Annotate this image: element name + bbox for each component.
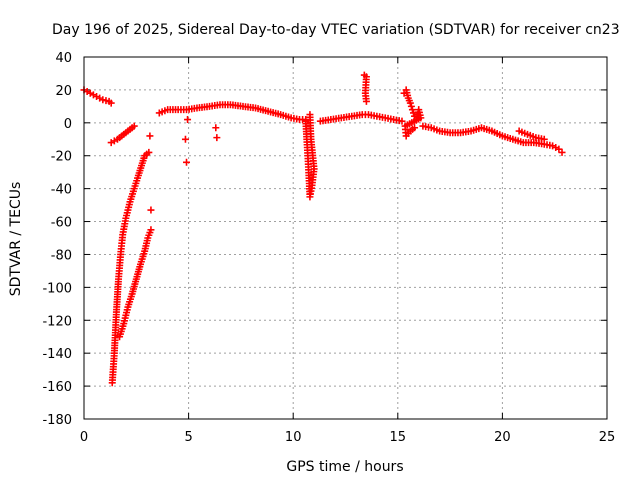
data-point [130,122,138,130]
x-tick-label: 10 [285,430,302,445]
data-point [99,96,107,104]
y-tick-label: 40 [55,51,72,66]
y-tick-label: -60 [51,216,72,231]
x-tick-label: 20 [494,430,511,445]
y-axis-label: SDTVAR / TECUs [8,182,24,297]
x-tick-label: 15 [390,430,407,445]
data-point [102,97,110,105]
data-point [362,97,370,105]
y-tick-label: -20 [51,150,72,165]
data-points [80,71,566,387]
data-point [147,226,155,234]
data-point [558,148,566,156]
data-point [306,111,314,119]
data-point [540,135,548,143]
data-point [145,148,153,156]
data-point [184,116,192,124]
data-point [406,99,414,107]
data-point [147,206,155,214]
data-point [408,106,416,114]
data-point [398,117,406,125]
data-point [107,99,115,107]
data-point [181,135,189,143]
x-axis-label: GPS time / hours [286,459,403,475]
x-tick-label: 5 [184,430,192,445]
chart-title: Day 196 of 2025, Sidereal Day-to-day VTE… [52,22,620,38]
grid-layer [84,57,607,419]
data-point [407,102,415,110]
y-tick-label: -160 [42,380,72,395]
x-tick-label: 25 [599,430,616,445]
y-tick-label: -180 [42,413,72,428]
data-point [555,145,563,153]
data-point [146,132,154,140]
y-tick-label: -120 [42,314,72,329]
tick-layer: 0 5 10 15 20 25 40 20 0 -20 -40 -60 -80 -100 -120 -140 -… [42,51,615,445]
data-point [183,158,191,166]
plot-frame [83,56,608,420]
data-point [411,124,419,132]
y-tick-label: -40 [51,183,72,198]
y-tick-label: -80 [51,248,72,263]
y-tick-label: 20 [55,84,72,99]
y-tick-label: -140 [42,347,72,362]
y-tick-label: 0 [64,117,72,132]
y-tick-label: -100 [42,281,72,296]
data-point [212,124,220,132]
data-point [409,109,417,117]
data-point [213,134,221,142]
x-tick-label: 0 [80,430,88,445]
